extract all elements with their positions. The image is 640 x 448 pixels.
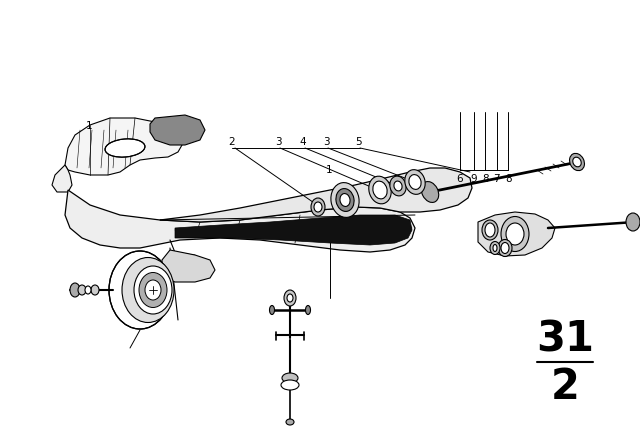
Polygon shape <box>478 212 555 256</box>
Ellipse shape <box>78 285 86 295</box>
Ellipse shape <box>281 380 299 390</box>
Ellipse shape <box>394 181 402 191</box>
Ellipse shape <box>311 198 325 216</box>
Ellipse shape <box>405 170 425 194</box>
Ellipse shape <box>501 242 509 254</box>
Text: 31: 31 <box>536 318 594 360</box>
Ellipse shape <box>501 216 529 251</box>
Ellipse shape <box>70 283 80 297</box>
Text: 2: 2 <box>228 137 236 147</box>
Text: 1: 1 <box>86 121 93 131</box>
Text: 8: 8 <box>482 174 488 184</box>
Ellipse shape <box>85 286 91 294</box>
Ellipse shape <box>373 181 387 199</box>
Ellipse shape <box>369 176 391 204</box>
Text: 9: 9 <box>470 174 477 184</box>
Ellipse shape <box>336 189 354 211</box>
Polygon shape <box>175 215 412 245</box>
Polygon shape <box>150 115 205 145</box>
Text: 8: 8 <box>505 174 511 184</box>
Polygon shape <box>65 118 182 175</box>
Ellipse shape <box>490 241 500 254</box>
Ellipse shape <box>287 294 293 302</box>
Ellipse shape <box>91 285 99 295</box>
Ellipse shape <box>506 223 524 245</box>
Ellipse shape <box>482 220 498 240</box>
Text: 5: 5 <box>355 137 362 147</box>
Ellipse shape <box>282 373 298 383</box>
Ellipse shape <box>570 153 584 171</box>
Ellipse shape <box>493 245 497 251</box>
Ellipse shape <box>139 272 167 307</box>
Text: 1: 1 <box>326 165 333 175</box>
Text: 3: 3 <box>275 137 282 147</box>
Ellipse shape <box>122 258 174 323</box>
Text: 2: 2 <box>550 366 579 408</box>
Ellipse shape <box>331 183 359 217</box>
Text: 3: 3 <box>323 137 330 147</box>
Ellipse shape <box>485 223 495 237</box>
Ellipse shape <box>498 240 512 257</box>
Polygon shape <box>162 250 215 282</box>
Text: 6: 6 <box>456 174 463 184</box>
Ellipse shape <box>573 157 581 167</box>
Ellipse shape <box>105 139 145 157</box>
Polygon shape <box>160 168 472 222</box>
Ellipse shape <box>305 306 310 314</box>
Ellipse shape <box>284 290 296 306</box>
Ellipse shape <box>421 181 438 202</box>
Polygon shape <box>52 165 72 192</box>
Ellipse shape <box>390 176 406 196</box>
Text: 7: 7 <box>493 174 500 184</box>
Ellipse shape <box>314 202 322 212</box>
Ellipse shape <box>286 419 294 425</box>
Ellipse shape <box>145 280 161 300</box>
Ellipse shape <box>109 251 171 329</box>
Text: 4: 4 <box>300 137 307 147</box>
Ellipse shape <box>134 266 172 314</box>
Ellipse shape <box>409 175 421 190</box>
Polygon shape <box>65 190 415 252</box>
Ellipse shape <box>269 306 275 314</box>
Ellipse shape <box>626 213 640 231</box>
Ellipse shape <box>340 194 350 207</box>
